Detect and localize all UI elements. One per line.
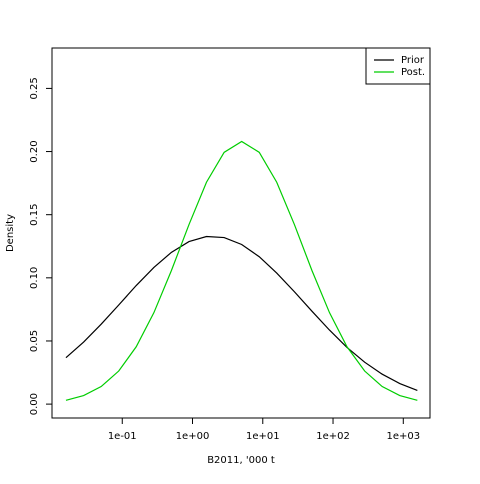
legend-box — [365, 47, 431, 85]
x-tick-label: 1e+00 — [176, 431, 210, 442]
y-tick-label: 0.25 — [29, 77, 40, 99]
y-tick-label: 0.10 — [29, 267, 40, 289]
y-axis-label: Density — [5, 214, 16, 252]
y-tick-label: 0.00 — [29, 393, 40, 415]
x-axis-label: B2011, '000 t — [207, 455, 275, 466]
plot-frame — [51, 47, 431, 419]
x-tick-label: 1e+02 — [316, 431, 350, 442]
x-tick-label: 1e+01 — [246, 431, 280, 442]
x-tick-label: 1e-01 — [108, 431, 137, 442]
y-tick-label: 0.15 — [29, 204, 40, 226]
y-tick-label: 0.20 — [29, 140, 40, 162]
line-series — [65, 235, 418, 392]
y-tick-label: 0.05 — [29, 330, 40, 352]
line-series — [65, 140, 418, 401]
legend-label: Prior — [401, 55, 425, 66]
x-tick-label: 1e+03 — [386, 431, 420, 442]
legend-label: Post. — [401, 67, 425, 78]
